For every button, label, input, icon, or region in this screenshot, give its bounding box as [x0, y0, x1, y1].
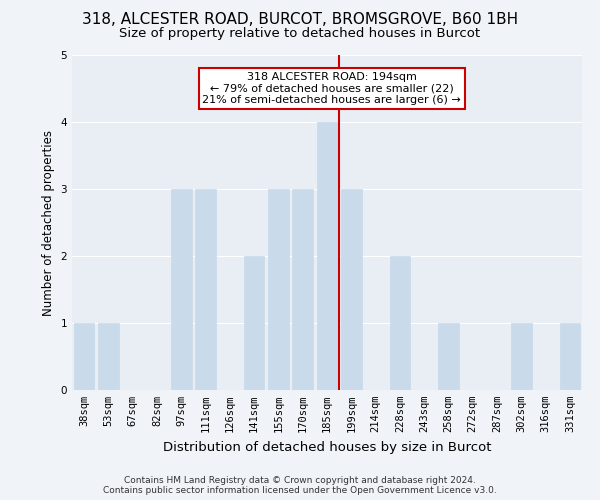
Bar: [341, 189, 362, 390]
Bar: [389, 256, 410, 390]
Bar: [317, 122, 337, 390]
Bar: [560, 323, 580, 390]
Text: Contains HM Land Registry data © Crown copyright and database right 2024.
Contai: Contains HM Land Registry data © Crown c…: [103, 476, 497, 495]
Bar: [171, 189, 191, 390]
Bar: [74, 323, 94, 390]
Text: 318, ALCESTER ROAD, BURCOT, BROMSGROVE, B60 1BH: 318, ALCESTER ROAD, BURCOT, BROMSGROVE, …: [82, 12, 518, 28]
Bar: [292, 189, 313, 390]
Text: 318 ALCESTER ROAD: 194sqm
← 79% of detached houses are smaller (22)
21% of semi-: 318 ALCESTER ROAD: 194sqm ← 79% of detac…: [202, 72, 461, 105]
Y-axis label: Number of detached properties: Number of detached properties: [42, 130, 55, 316]
Bar: [98, 323, 119, 390]
X-axis label: Distribution of detached houses by size in Burcot: Distribution of detached houses by size …: [163, 440, 491, 454]
Bar: [244, 256, 265, 390]
Text: Size of property relative to detached houses in Burcot: Size of property relative to detached ho…: [119, 28, 481, 40]
Bar: [268, 189, 289, 390]
Bar: [438, 323, 459, 390]
Bar: [195, 189, 216, 390]
Bar: [511, 323, 532, 390]
